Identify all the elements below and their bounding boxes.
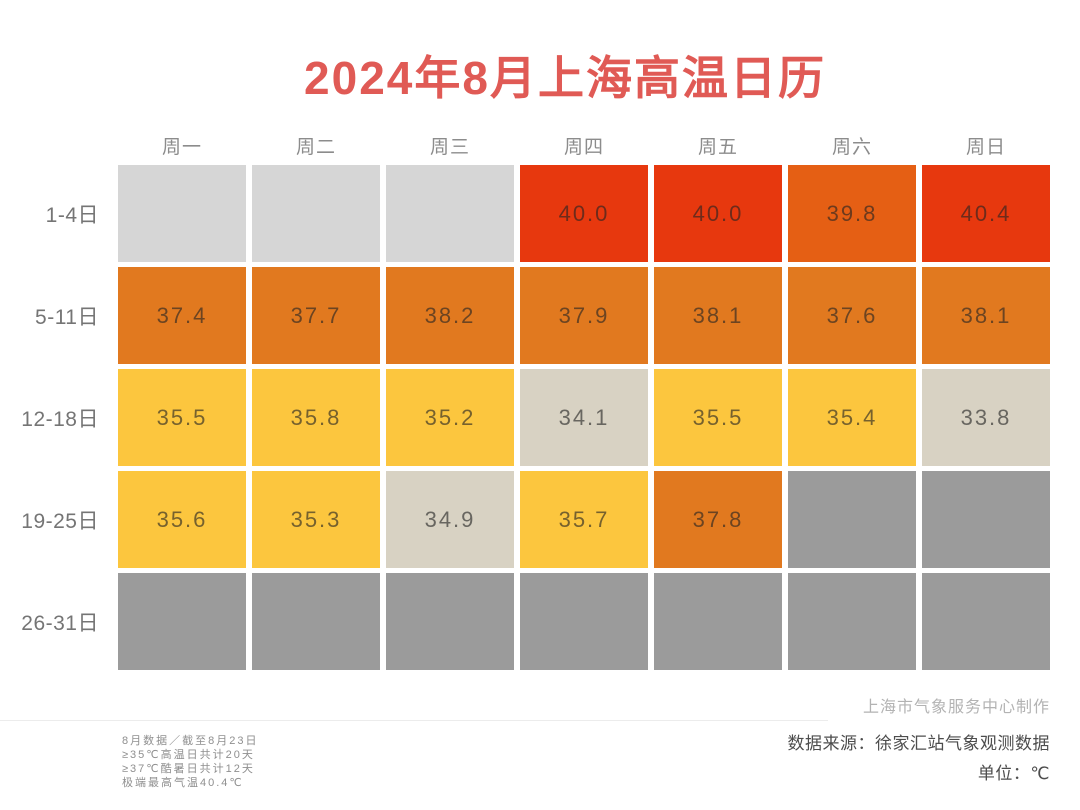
- week-range-label: 26-31日: [21, 611, 99, 635]
- week-cells: 35.5 35.8 35.2 34.1 35.5 35.4 33.8: [118, 369, 1050, 466]
- day-cell: [788, 573, 916, 670]
- footnotes: 8月数据／截至8月23日 ≥35℃高温日共计20天 ≥37℃酷暑日共计12天 极…: [122, 734, 258, 790]
- day-cell: 34.1: [520, 369, 648, 466]
- weekday-label-sat: 周六: [831, 136, 872, 158]
- day-cell: [118, 165, 246, 262]
- week-row-4: 19-25日 35.6 35.3 34.9 35.7 37.8: [12, 471, 1050, 568]
- week-cells: 37.4 37.7 38.2 37.9 38.1 37.6 38.1: [118, 267, 1050, 364]
- day-cell: 38.2: [386, 267, 514, 364]
- day-cell: 40.4: [922, 165, 1050, 262]
- week-range-label: 19-25日: [21, 509, 99, 533]
- day-cell: [922, 573, 1050, 670]
- week-row-2: 5-11日 37.4 37.7 38.2 37.9 38.1 37.6 38.1: [12, 267, 1050, 364]
- day-cell: 40.0: [520, 165, 648, 262]
- weekday-label-mon: 周一: [161, 136, 202, 158]
- weekday-label-wed: 周三: [429, 136, 470, 158]
- day-cell: [386, 573, 514, 670]
- week-row-1: 1-4日 40.0 40.0 39.8 40.4: [12, 165, 1050, 262]
- week-row-5: 26-31日: [12, 573, 1050, 670]
- day-cell: 37.4: [118, 267, 246, 364]
- weekday-label-fri: 周五: [697, 136, 738, 158]
- footer-divider: [0, 720, 828, 721]
- day-cell: [252, 573, 380, 670]
- footnote-line: 8月数据／截至8月23日: [122, 735, 259, 747]
- day-cell: 39.8: [788, 165, 916, 262]
- day-cell: 35.2: [386, 369, 514, 466]
- week-cells: [118, 573, 1050, 670]
- day-cell: 40.0: [654, 165, 782, 262]
- attribution-text: 上海市气象服务中心制作: [862, 699, 1050, 716]
- day-cell: [654, 573, 782, 670]
- footnote-line: ≥35℃高温日共计20天: [122, 749, 255, 761]
- day-cell: 38.1: [654, 267, 782, 364]
- footnote-line: 极端最高气温40.4℃: [122, 777, 244, 789]
- weekday-label-tue: 周二: [295, 136, 336, 158]
- day-cell: [252, 165, 380, 262]
- week-range-label: 1-4日: [45, 203, 99, 227]
- day-cell: [520, 573, 648, 670]
- day-cell: 35.8: [252, 369, 380, 466]
- day-cell: 37.7: [252, 267, 380, 364]
- day-cell: 37.6: [788, 267, 916, 364]
- unit-text: 单位：℃: [977, 764, 1050, 783]
- weekday-label-thu: 周四: [563, 136, 604, 158]
- week-row-3: 12-18日 35.5 35.8 35.2 34.1 35.5 35.4 33.8: [12, 369, 1050, 466]
- day-cell: 35.7: [520, 471, 648, 568]
- day-cell: 35.3: [252, 471, 380, 568]
- data-source-text: 数据来源：徐家汇站气象观测数据: [787, 734, 1050, 753]
- day-cell: 37.9: [520, 267, 648, 364]
- week-range-label: 12-18日: [21, 407, 99, 431]
- day-cell: 35.4: [788, 369, 916, 466]
- corner-spacer: [12, 130, 112, 160]
- week-cells: 35.6 35.3 34.9 35.7 37.8: [118, 471, 1050, 568]
- calendar: 周一 周二 周三 周四 周五 周六 周日 1-4日 40.0 40.0 39.8 40…: [12, 130, 1050, 675]
- footnote-line: ≥37℃酷暑日共计12天: [122, 763, 255, 775]
- day-cell: 37.8: [654, 471, 782, 568]
- week-cells: 40.0 40.0 39.8 40.4: [118, 165, 1050, 262]
- week-range-label: 5-11日: [35, 305, 99, 329]
- day-cell: 35.5: [118, 369, 246, 466]
- weekday-header-row: 周一 周二 周三 周四 周五 周六 周日: [12, 130, 1050, 160]
- day-cell: [788, 471, 916, 568]
- day-cell: [386, 165, 514, 262]
- day-cell: 35.6: [118, 471, 246, 568]
- weekday-label-sun: 周日: [965, 136, 1006, 158]
- day-cell: [922, 471, 1050, 568]
- day-cell: 34.9: [386, 471, 514, 568]
- day-cell: 38.1: [922, 267, 1050, 364]
- page-title: 2024年8月上海高温日历: [304, 52, 826, 104]
- day-cell: 33.8: [922, 369, 1050, 466]
- day-cell: [118, 573, 246, 670]
- day-cell: 35.5: [654, 369, 782, 466]
